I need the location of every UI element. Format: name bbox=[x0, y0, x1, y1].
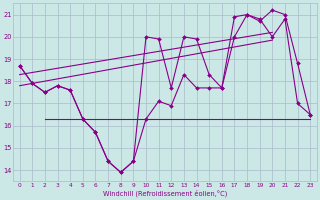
X-axis label: Windchill (Refroidissement éolien,°C): Windchill (Refroidissement éolien,°C) bbox=[103, 189, 227, 197]
